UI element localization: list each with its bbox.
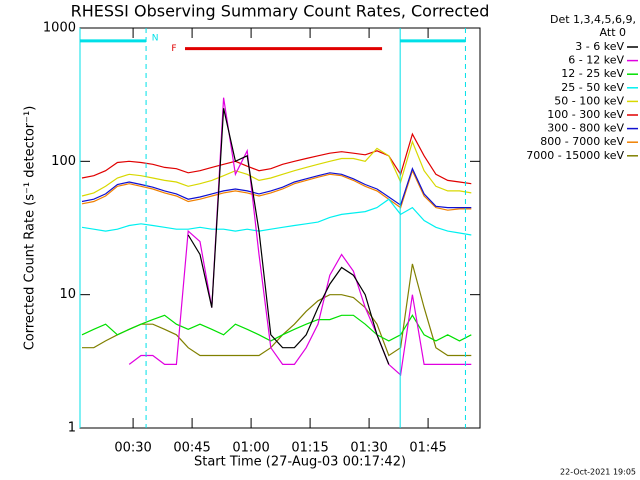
x-tick-label: 01:00: [232, 441, 269, 456]
y-tick-label: 1: [68, 421, 76, 436]
legend-label: 300 - 800 keV: [547, 122, 624, 135]
series-line: [188, 108, 412, 364]
legend-label: 7000 - 15000 keV: [526, 149, 624, 162]
legend-label: 12 - 25 keV: [561, 67, 624, 80]
x-tick-label: 00:30: [114, 441, 151, 456]
legend-header: Att 0: [600, 26, 626, 39]
footer: 22-Oct-2021 19:05: [560, 468, 636, 477]
series-line: [81, 132, 472, 185]
legend-label: 25 - 50 keV: [561, 81, 624, 94]
x-tick-label: 01:30: [350, 441, 387, 456]
legend-header: Det 1,3,4,5,6,9,: [550, 13, 636, 26]
legend-label: 50 - 100 keV: [554, 94, 624, 107]
legend-label: 3 - 6 keV: [575, 40, 624, 53]
y-tick-label: 10: [59, 287, 76, 302]
series-line: [81, 139, 472, 197]
legend-label: 100 - 300 keV: [547, 108, 624, 121]
flare-label: F: [171, 44, 176, 54]
y-tick-label: 100: [51, 154, 76, 169]
legend-label: 6 - 12 keV: [568, 54, 624, 67]
x-tick-label: 01:45: [409, 441, 446, 456]
plot-area: [81, 97, 472, 377]
x-tick-label: 01:15: [291, 441, 328, 456]
x-tick-label: 00:45: [173, 441, 210, 456]
series-line: [128, 97, 472, 377]
series-line: [81, 167, 472, 209]
chart-title: RHESSI Observing Summary Count Rates, Co…: [71, 2, 490, 21]
y-axis-label: Corrected Count Rate (s⁻¹ detector⁻¹): [23, 106, 38, 351]
night-label: N: [152, 33, 159, 43]
legend-label: 800 - 7000 keV: [540, 135, 624, 148]
y-tick-label: 1000: [43, 21, 76, 36]
x-axis-label: Start Time (27-Aug-03 00:17:42): [194, 455, 406, 470]
series-line: [81, 198, 472, 236]
series-line: [81, 314, 472, 342]
series-line: [81, 169, 472, 211]
